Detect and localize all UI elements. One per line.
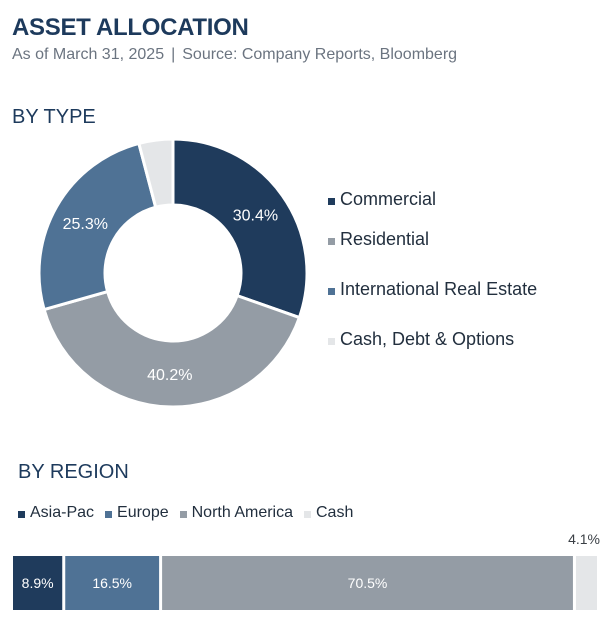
subtitle-separator: | (164, 46, 182, 63)
page-title: ASSET ALLOCATION (12, 14, 249, 42)
donut-slice-residential (44, 292, 299, 407)
type-donut-chart: 30.4%40.2%25.3%4.1% (0, 130, 320, 420)
source-note: Source: Company Reports, Bloomberg (182, 46, 457, 63)
legend-label: International Real Estate (340, 279, 537, 300)
legend-swatch (180, 511, 187, 518)
bar-segment-cash (576, 556, 597, 610)
legend-item-cash-debt-options: Cash, Debt & Options (328, 314, 537, 364)
legend-swatch (18, 511, 25, 518)
bar-label-europe: 16.5% (92, 575, 132, 591)
legend-item-commercial: Commercial (328, 184, 537, 214)
donut-label-commercial: 30.4% (233, 208, 278, 225)
region-stacked-bar: 8.9% 16.5% 70.5% 4.1% (0, 520, 608, 615)
legend-swatch (304, 511, 311, 518)
donut-slice-commercial (173, 139, 307, 318)
type-legend: Commercial Residential International Rea… (328, 184, 537, 364)
legend-swatch (328, 238, 335, 245)
bar-label-cash: 4.1% (568, 531, 600, 547)
by-type-title: BY TYPE (12, 106, 96, 129)
bar-label-north-america: 70.5% (348, 575, 388, 591)
legend-swatch (328, 338, 335, 345)
legend-item-international: International Real Estate (328, 264, 537, 314)
legend-label: Cash, Debt & Options (340, 329, 514, 350)
bar-label-asia-pac: 8.9% (22, 575, 54, 591)
page-subtitle: As of March 31, 2025 | Source: Company Rep… (12, 46, 457, 64)
legend-label: Residential (340, 229, 429, 250)
donut-label-residential: 40.2% (147, 367, 192, 384)
legend-swatch (328, 198, 335, 205)
legend-swatch (105, 511, 112, 518)
by-region-title: BY REGION (18, 461, 129, 484)
legend-swatch (328, 288, 335, 295)
as-of-date: As of March 31, 2025 (12, 46, 164, 63)
donut-label-international: 25.3% (63, 216, 108, 233)
legend-item-residential: Residential (328, 214, 537, 264)
legend-label: Commercial (340, 189, 436, 210)
